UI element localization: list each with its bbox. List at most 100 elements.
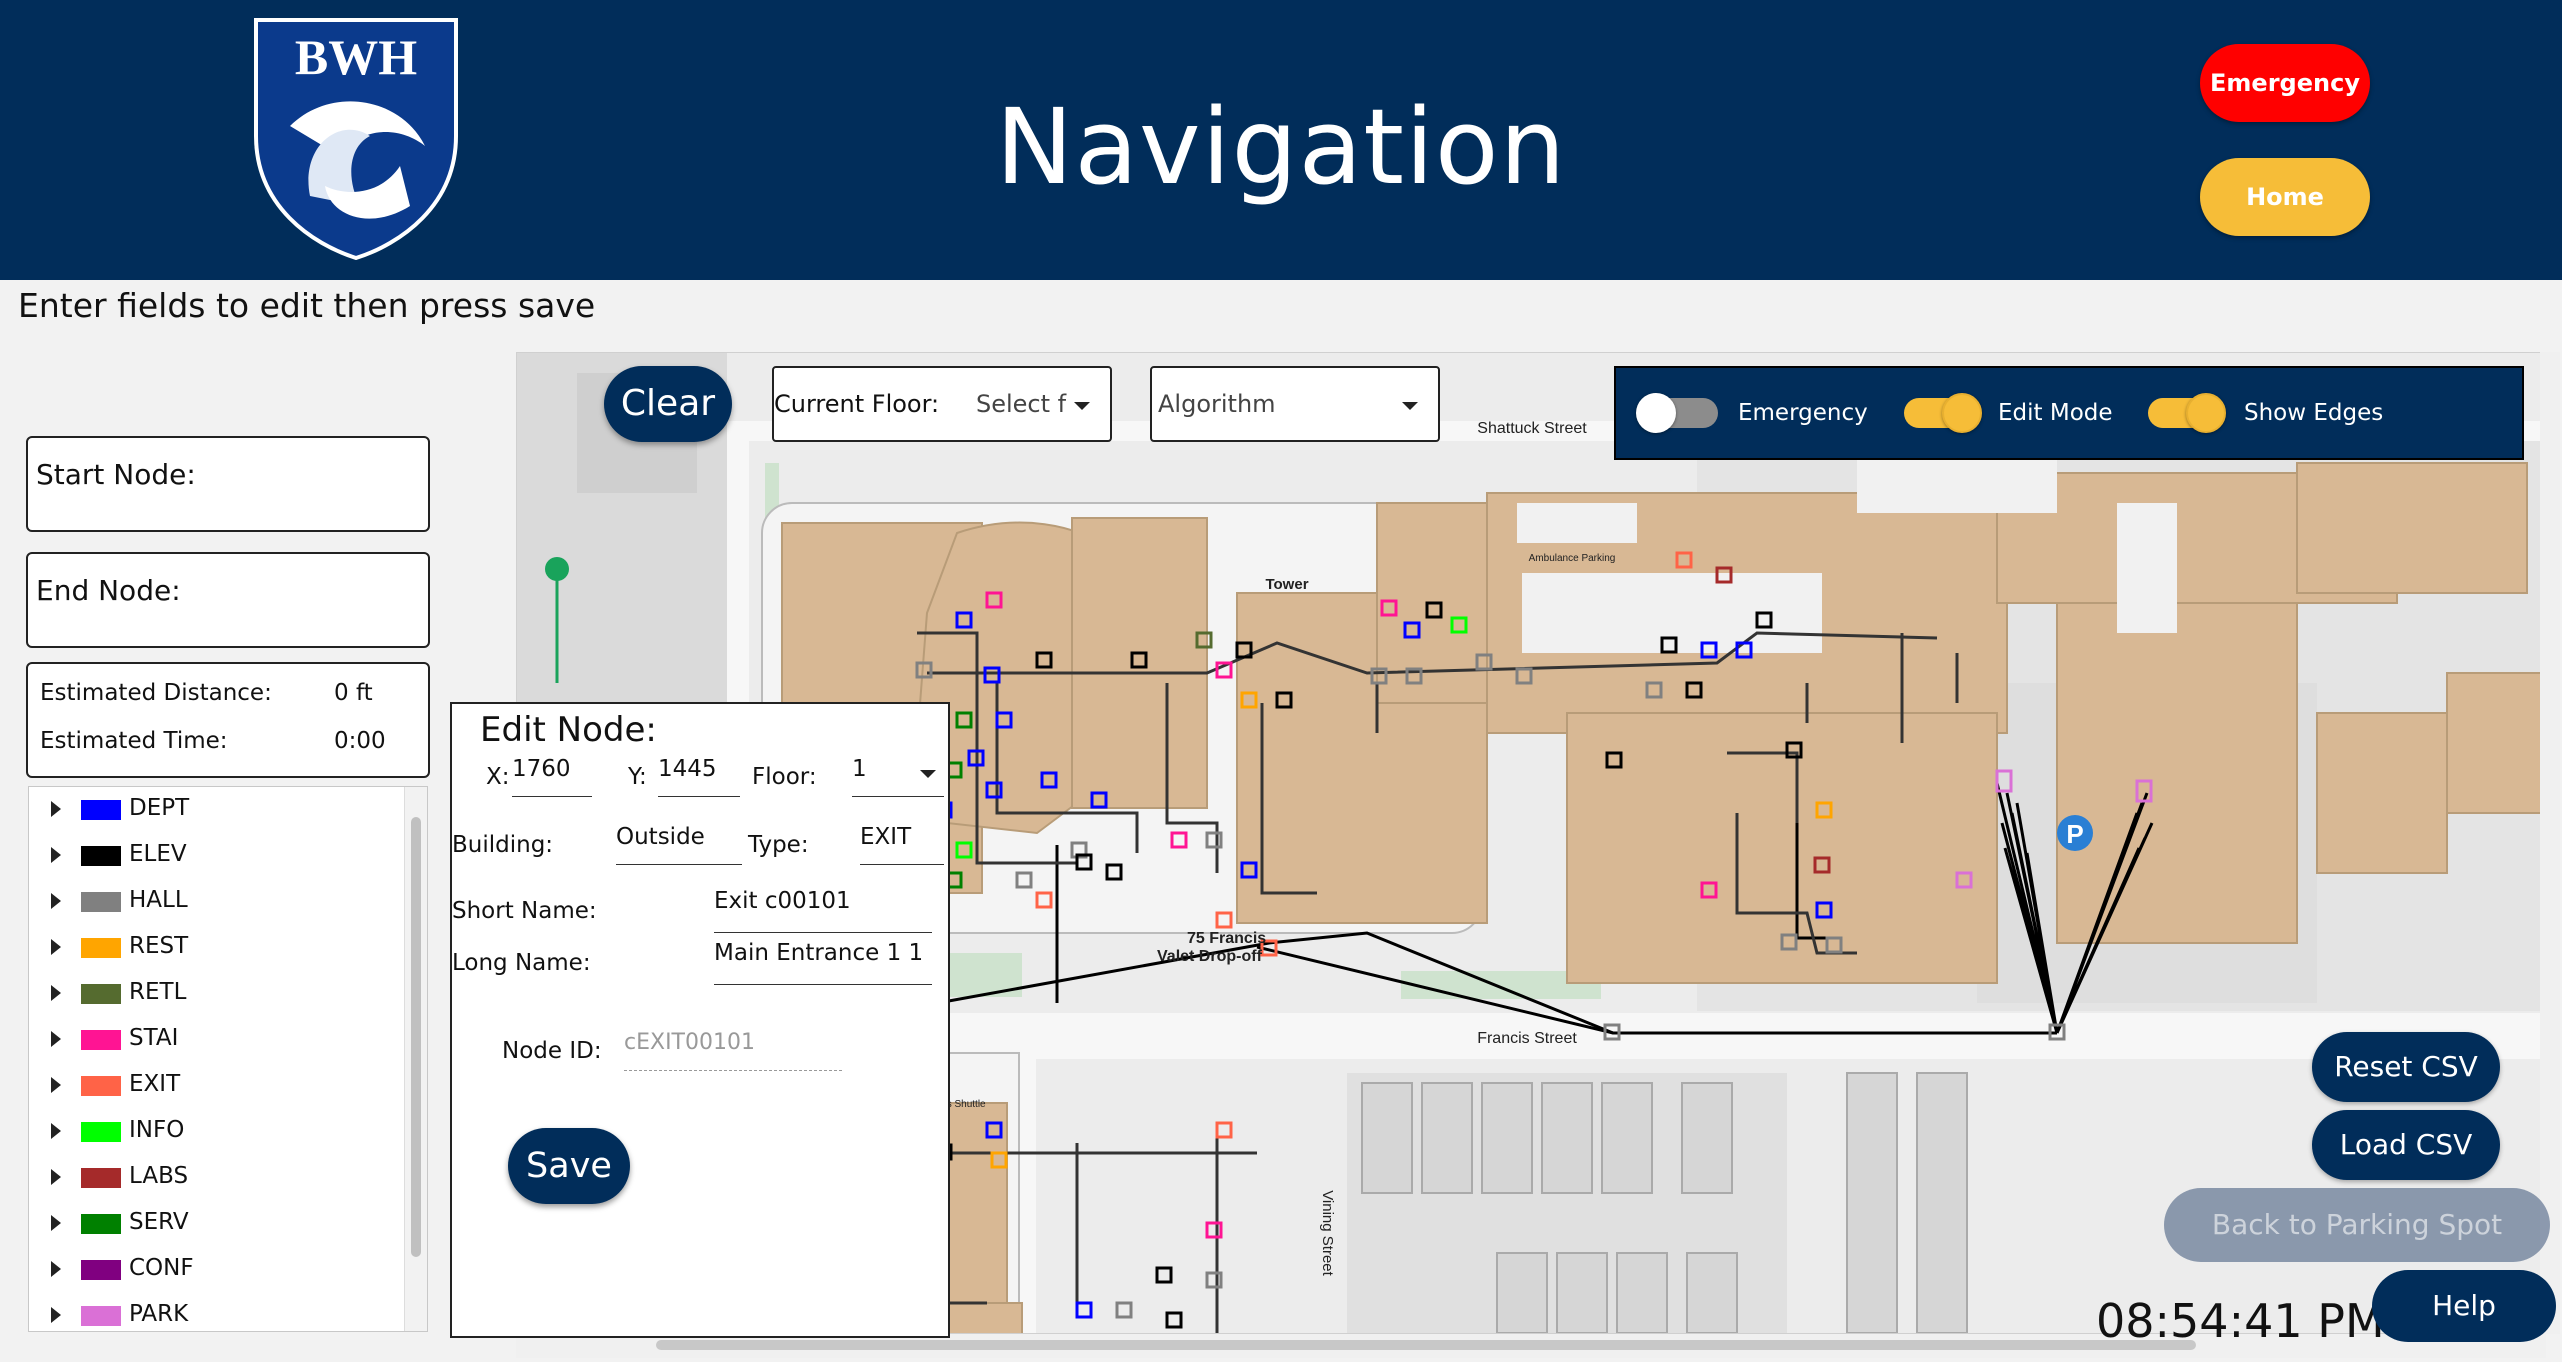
node-id-label: Node ID: [502, 1038, 602, 1064]
valet-label: 75 Francis [1187, 930, 1266, 947]
type-label: Type: [748, 832, 809, 858]
page-title: Navigation [995, 86, 1567, 208]
legend-swatch [81, 1076, 121, 1096]
legend-item-stai[interactable]: STAI [29, 1021, 399, 1061]
legend-item-info[interactable]: INFO [29, 1113, 399, 1153]
expand-arrow-icon[interactable] [51, 801, 61, 817]
show-edges-toggle-label: Show Edges [2244, 400, 2384, 426]
legend-swatch [81, 938, 121, 958]
floor-dropdown[interactable]: 1 [852, 756, 944, 797]
short-name-field[interactable]: Exit c00101 [714, 888, 932, 933]
clock: 08:54:41 PM [2096, 1294, 2385, 1348]
legend-label: EXIT [129, 1071, 181, 1097]
legend-item-park[interactable]: PARK [29, 1297, 399, 1331]
legend-label: DEPT [129, 795, 190, 821]
expand-arrow-icon[interactable] [51, 1123, 61, 1139]
building-field[interactable]: Outside [616, 824, 742, 865]
x-label: X: [486, 764, 510, 790]
legend-swatch [81, 984, 121, 1004]
map-horizontal-scrollbar[interactable] [516, 1334, 2546, 1358]
chevron-down-icon [920, 770, 936, 778]
floor-dropdown-value: 1 [852, 756, 867, 782]
floor-select[interactable]: Current Floor: Select f [772, 366, 1112, 442]
help-button[interactable]: Help [2372, 1270, 2556, 1342]
short-name-label: Short Name: [452, 898, 597, 924]
start-node-field[interactable]: Start Node: [26, 436, 430, 532]
legend-label: REST [129, 933, 189, 959]
y-field[interactable]: 1445 [658, 756, 740, 797]
expand-arrow-icon[interactable] [51, 847, 61, 863]
estimated-time-value: 0:00 [334, 728, 386, 754]
logo-text: BWH [295, 29, 417, 85]
start-node-label: Start Node: [36, 458, 196, 491]
vining-street-label: Vining Street [1319, 1190, 1336, 1276]
legend-label: INFO [129, 1117, 185, 1143]
algorithm-select[interactable]: Algorithm [1150, 366, 1440, 442]
map-toggles-bar: Emergency Edit Mode Show Edges [1614, 366, 2524, 460]
estimated-distance-value: 0 ft [334, 680, 373, 706]
emergency-button[interactable]: Emergency [2200, 44, 2370, 122]
y-label: Y: [628, 764, 647, 790]
instruction-text: Enter fields to edit then press save [18, 286, 596, 325]
legend-swatch [81, 1168, 121, 1188]
legend-label: HALL [129, 887, 188, 913]
reset-csv-button[interactable]: Reset CSV [2312, 1032, 2500, 1102]
legend-scroll-thumb[interactable] [411, 817, 421, 1257]
legend-label: SERV [129, 1209, 189, 1235]
expand-arrow-icon[interactable] [51, 939, 61, 955]
chevron-down-icon [1074, 402, 1090, 410]
edit-mode-toggle-knob[interactable] [1942, 393, 1982, 433]
map-vertical-scrollbar[interactable] [2540, 352, 2560, 1334]
legend-label: ELEV [129, 841, 187, 867]
legend-item-retl[interactable]: RETL [29, 975, 399, 1015]
x-field[interactable]: 1760 [512, 756, 592, 797]
type-field[interactable]: EXIT [860, 824, 944, 865]
francis-street-label: Francis Street [1477, 1030, 1577, 1047]
legend-swatch [81, 1306, 121, 1326]
legend-item-serv[interactable]: SERV [29, 1205, 399, 1245]
edit-mode-toggle-label: Edit Mode [1998, 400, 2113, 426]
legend-item-exit[interactable]: EXIT [29, 1067, 399, 1107]
clear-button[interactable]: Clear [604, 366, 732, 442]
building-label: Building: [452, 832, 554, 858]
node-id-field: cEXIT00101 [624, 1030, 842, 1071]
legend-item-rest[interactable]: REST [29, 929, 399, 969]
legend-item-dept[interactable]: DEPT [29, 791, 399, 831]
expand-arrow-icon[interactable] [51, 1307, 61, 1323]
legend-label: PARK [129, 1301, 189, 1327]
parking-label: P [2066, 819, 2083, 849]
expand-arrow-icon[interactable] [51, 985, 61, 1001]
bwh-logo: BWH [254, 18, 458, 260]
expand-arrow-icon[interactable] [51, 1031, 61, 1047]
home-button[interactable]: Home [2200, 158, 2370, 236]
ambulance-label: Ambulance Parking [1529, 553, 1616, 564]
map-hscroll-thumb[interactable] [656, 1340, 2196, 1350]
legend-item-hall[interactable]: HALL [29, 883, 399, 923]
tower-label: Tower [1265, 576, 1308, 593]
legend-item-labs[interactable]: LABS [29, 1159, 399, 1199]
expand-arrow-icon[interactable] [51, 1169, 61, 1185]
show-edges-toggle-knob[interactable] [2186, 393, 2226, 433]
legend-label: RETL [129, 979, 187, 1005]
end-node-field[interactable]: End Node: [26, 552, 430, 648]
expand-arrow-icon[interactable] [51, 1215, 61, 1231]
emergency-toggle-knob[interactable] [1636, 393, 1676, 433]
save-button[interactable]: Save [508, 1128, 630, 1204]
floor-label: Floor: [752, 764, 817, 790]
expand-arrow-icon[interactable] [51, 1077, 61, 1093]
legend-item-conf[interactable]: CONF [29, 1251, 399, 1291]
legend-scrollbar[interactable] [404, 787, 427, 1331]
floor-select-label: Current Floor: [774, 390, 940, 418]
legend-label: LABS [129, 1163, 189, 1189]
legend-swatch [81, 800, 121, 820]
legend-swatch [81, 1122, 121, 1142]
back-to-parking-button[interactable]: Back to Parking Spot [2164, 1188, 2550, 1262]
estimated-distance-label: Estimated Distance: [40, 680, 272, 706]
expand-arrow-icon[interactable] [51, 1261, 61, 1277]
estimated-time-label: Estimated Time: [40, 728, 228, 754]
legend-item-elev[interactable]: ELEV [29, 837, 399, 877]
chevron-down-icon [1402, 402, 1418, 410]
expand-arrow-icon[interactable] [51, 893, 61, 909]
load-csv-button[interactable]: Load CSV [2312, 1110, 2500, 1180]
long-name-field[interactable]: Main Entrance 1 1 [714, 940, 932, 985]
